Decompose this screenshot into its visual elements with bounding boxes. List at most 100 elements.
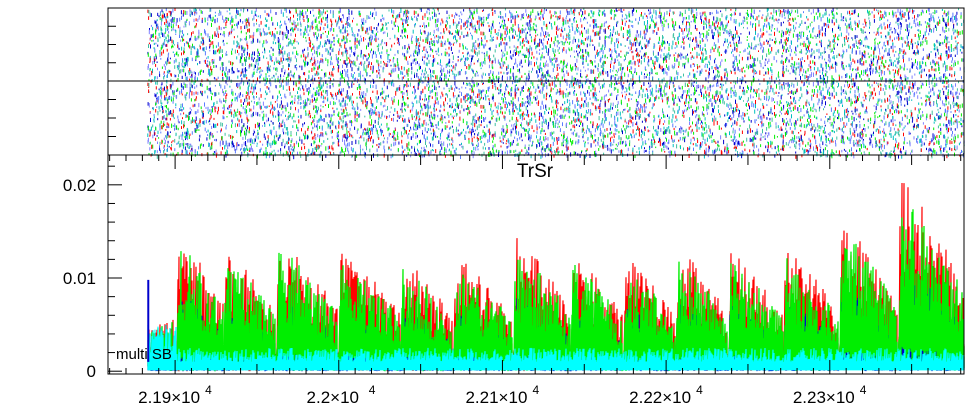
- strip-mark: [714, 67, 716, 69]
- strip-mark: [548, 73, 550, 77]
- strip-mark: [398, 26, 399, 31]
- strip-mark: [910, 27, 912, 29]
- strip-mark: [810, 33, 812, 38]
- strip-mark: [892, 49, 894, 53]
- strip-mark: [312, 20, 314, 25]
- strip-mark: [278, 38, 280, 43]
- strip-mark: [173, 43, 175, 46]
- strip-mark: [585, 51, 587, 54]
- strip-mark: [799, 23, 801, 26]
- strip-mark: [200, 33, 202, 36]
- strip-mark: [693, 81, 695, 84]
- strip-mark: [683, 46, 685, 50]
- strip-mark: [917, 61, 918, 66]
- strip-mark: [401, 29, 403, 34]
- strip-mark: [164, 13, 165, 18]
- strip-mark: [445, 24, 446, 29]
- strip-mark: [917, 48, 919, 51]
- strip-mark: [699, 70, 701, 75]
- strip-mark: [242, 46, 244, 50]
- strip-mark: [897, 32, 899, 35]
- strip-mark: [182, 30, 183, 35]
- strip-mark: [831, 63, 833, 68]
- strip-mark: [864, 31, 866, 34]
- strip-mark: [529, 14, 531, 19]
- strip-mark: [387, 32, 388, 37]
- strip-mark: [752, 15, 754, 18]
- strip-mark: [671, 64, 673, 68]
- strip-mark: [752, 47, 754, 50]
- strip-mark: [833, 22, 835, 26]
- strip-mark: [441, 18, 443, 22]
- strip-mark: [717, 73, 718, 77]
- strip-mark: [714, 57, 716, 60]
- strip-mark: [430, 73, 432, 78]
- strip-mark: [222, 78, 224, 82]
- strip-mark: [557, 26, 558, 31]
- strip-mark: [734, 71, 736, 75]
- strip-mark: [634, 71, 636, 74]
- strip-mark: [828, 18, 830, 24]
- strip-mark: [934, 44, 936, 47]
- strip-mark: [237, 44, 239, 48]
- strip-mark: [556, 74, 558, 79]
- strip-mark: [865, 71, 866, 75]
- strip-mark: [417, 52, 419, 57]
- strip-mark: [351, 34, 353, 36]
- strip-mark: [690, 20, 692, 23]
- strip-mark: [825, 61, 827, 64]
- strip-mark: [944, 39, 946, 43]
- strip-mark: [586, 21, 588, 24]
- strip-mark: [339, 18, 341, 22]
- strip-mark: [239, 13, 241, 17]
- strip-mark: [847, 10, 849, 14]
- strip-mark: [406, 80, 408, 83]
- strip-mark: [859, 42, 861, 45]
- strip-mark: [177, 42, 179, 45]
- strip-mark: [889, 35, 891, 39]
- strip-mark: [631, 66, 633, 70]
- strip-mark: [325, 57, 327, 60]
- strip-mark: [338, 38, 340, 41]
- strip-mark: [859, 38, 861, 41]
- strip-mark: [690, 64, 692, 68]
- strip-mark: [477, 74, 479, 77]
- strip-mark: [388, 72, 390, 75]
- strip-mark: [215, 50, 217, 55]
- strip-mark: [443, 67, 445, 72]
- strip-mark: [638, 42, 640, 47]
- strip-mark: [645, 52, 647, 56]
- strip-mark: [735, 26, 736, 31]
- strip-mark: [451, 65, 452, 67]
- strip-mark: [526, 47, 528, 52]
- strip-mark: [337, 22, 339, 25]
- strip-mark: [470, 23, 472, 26]
- strip-mark: [149, 38, 151, 41]
- strip-mark: [680, 27, 681, 29]
- strip-mark: [690, 32, 692, 35]
- strip-mark: [948, 54, 949, 59]
- strip-mark: [712, 34, 714, 39]
- strip-mark: [378, 63, 380, 67]
- strip-mark: [601, 23, 603, 27]
- strip-mark: [428, 12, 430, 15]
- strip-mark: [433, 34, 435, 36]
- strip-mark: [604, 36, 606, 41]
- strip-mark: [629, 20, 631, 23]
- strip-mark: [627, 66, 628, 71]
- strip-mark: [264, 32, 266, 35]
- strip-mark: [424, 25, 426, 29]
- strip-mark: [466, 66, 468, 70]
- strip-mark: [624, 22, 626, 27]
- strip-mark: [245, 69, 247, 73]
- strip-mark: [648, 25, 650, 30]
- strip-mark: [594, 46, 596, 51]
- strip-mark: [940, 78, 942, 83]
- strip-mark: [428, 22, 430, 27]
- strip-mark: [555, 15, 557, 18]
- strip-mark: [313, 14, 315, 17]
- strip-mark: [237, 49, 238, 53]
- strip-mark: [503, 71, 505, 75]
- strip-mark: [722, 26, 724, 31]
- strip-mark: [817, 67, 819, 72]
